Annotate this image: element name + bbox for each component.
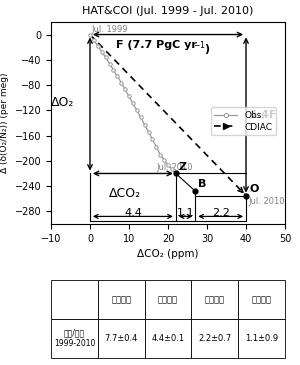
Text: O: O (249, 184, 259, 194)
Legend: Obs., CDIAC: Obs., CDIAC (211, 107, 276, 135)
Text: Jul. 2010: Jul. 2010 (156, 162, 193, 172)
Text: Z: Z (179, 162, 187, 172)
Text: 4.4: 4.4 (124, 208, 142, 218)
Text: F (7.7 PgC yr: F (7.7 PgC yr (116, 39, 197, 50)
Text: ΔCO₂: ΔCO₂ (109, 187, 141, 200)
Text: 1.4F: 1.4F (250, 110, 277, 120)
Text: B: B (198, 179, 207, 189)
Text: 2.2: 2.2 (212, 208, 230, 218)
Text: Jul. 2010: Jul. 2010 (248, 197, 284, 206)
Text: ΔO₂: ΔO₂ (51, 96, 74, 109)
Title: HAT&COI (Jul. 1999 - Jul. 2010): HAT&COI (Jul. 1999 - Jul. 2010) (82, 5, 254, 16)
X-axis label: ΔCO₂ (ppm): ΔCO₂ (ppm) (137, 249, 199, 259)
Y-axis label: Δ (δ(O₂/N₂)) (per meg): Δ (δ(O₂/N₂)) (per meg) (0, 73, 9, 173)
Text: 1.1: 1.1 (177, 208, 194, 218)
Text: Jul. 1999: Jul. 1999 (91, 24, 128, 34)
Text: $^{-1}$): $^{-1}$) (194, 39, 211, 58)
